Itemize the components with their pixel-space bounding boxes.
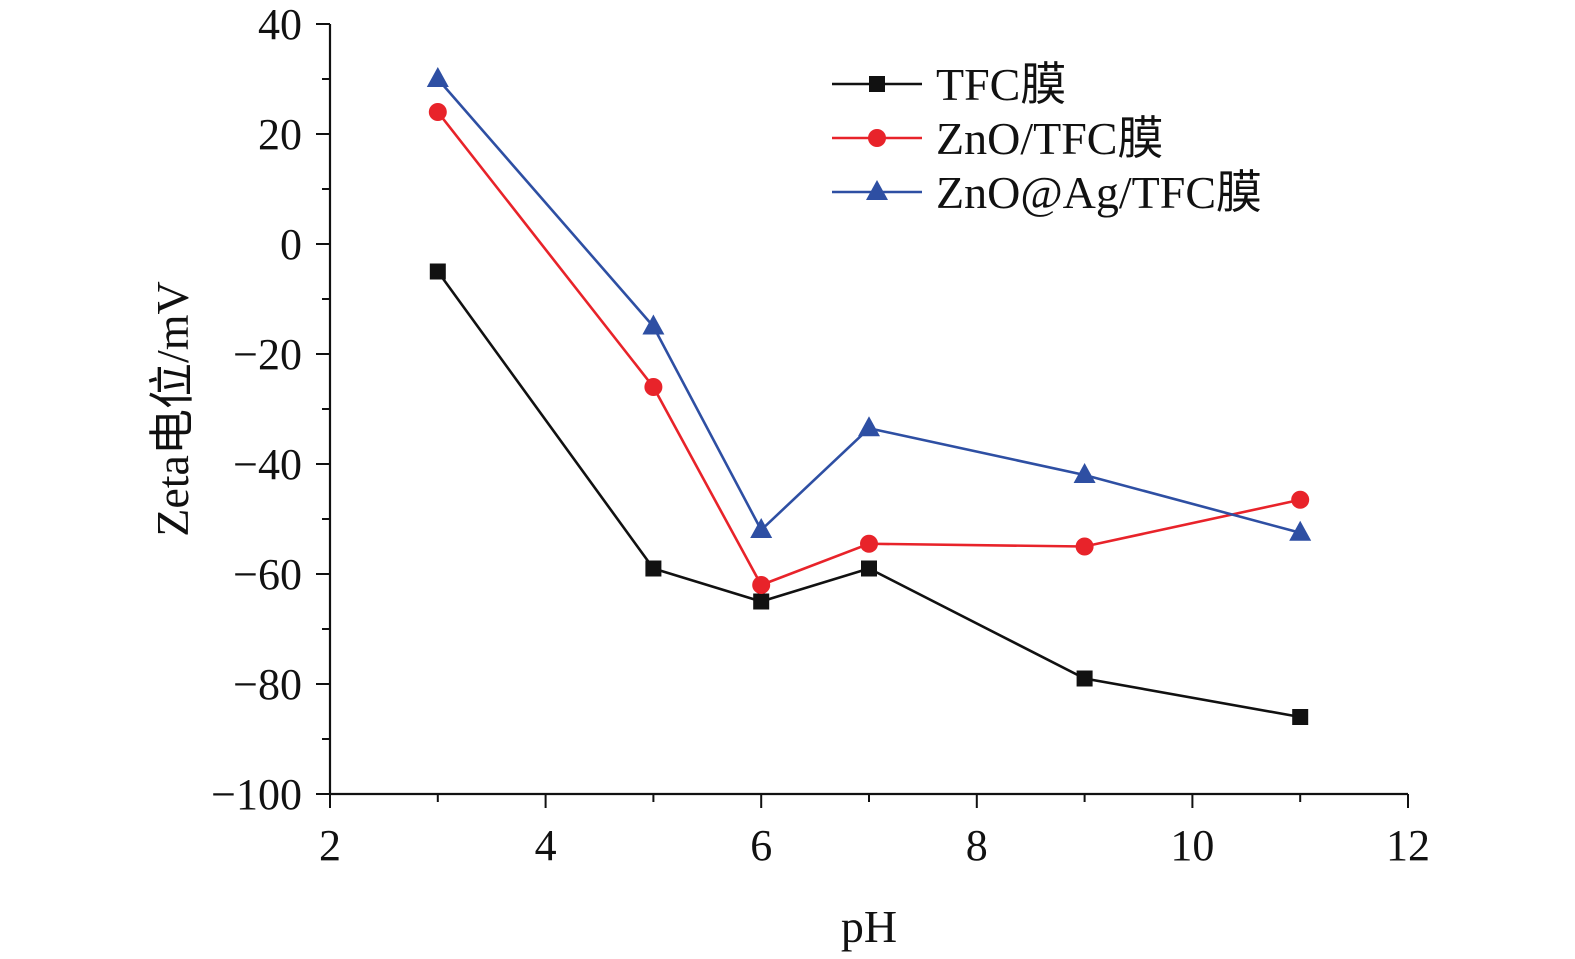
x-tick-label: 12 xyxy=(1386,821,1430,870)
y-tick-label: −80 xyxy=(233,660,302,709)
x-tick-label: 8 xyxy=(966,821,988,870)
data-point xyxy=(428,103,447,121)
x-tick-label: 6 xyxy=(750,821,772,870)
series-2 xyxy=(428,103,1310,594)
data-point xyxy=(858,416,880,437)
data-point xyxy=(1076,670,1093,687)
data-point xyxy=(1289,520,1312,541)
data-point xyxy=(750,518,773,538)
data-point xyxy=(642,314,665,335)
data-point xyxy=(1073,463,1096,483)
y-tick-label: 40 xyxy=(258,0,302,49)
data-point xyxy=(861,560,877,577)
legend-item-3: ZnO@Ag/TFC膜 xyxy=(832,167,1262,218)
legend-swatch-marker xyxy=(868,129,886,147)
data-point xyxy=(860,534,878,553)
legend-item-1: TFC膜 xyxy=(832,59,1066,110)
data-point xyxy=(644,378,663,396)
series-layer xyxy=(426,67,1312,725)
legend-label: TFC膜 xyxy=(936,59,1066,110)
legend-swatch-marker xyxy=(866,180,888,200)
legend-label: ZnO/TFC膜 xyxy=(936,113,1163,164)
data-point xyxy=(1291,490,1310,509)
y-tick-label: −40 xyxy=(233,440,302,489)
data-point xyxy=(426,67,449,87)
y-tick-label: −20 xyxy=(233,330,302,379)
series-3 xyxy=(426,67,1312,541)
series-line xyxy=(436,270,1301,719)
series-line xyxy=(436,111,1301,587)
x-tick-label: 2 xyxy=(319,821,341,870)
x-axis-title: pH xyxy=(841,901,897,952)
data-point xyxy=(752,576,771,594)
data-point xyxy=(429,263,446,280)
legend-item-2: ZnO/TFC膜 xyxy=(832,113,1163,164)
data-point xyxy=(1292,709,1309,725)
y-tick-label: 0 xyxy=(280,220,302,269)
y-tick-label: −60 xyxy=(233,550,302,599)
y-axis-title: Zeta电位/mV xyxy=(147,281,198,537)
axes: −100 −80 −60 −40 −20 0 20 40 2 4 6 8 10 12 xyxy=(211,0,1430,870)
y-tick-label: −100 xyxy=(211,770,302,819)
x-tick-label: 4 xyxy=(535,821,557,870)
legend-swatch-marker xyxy=(869,76,885,92)
x-tick-label: 10 xyxy=(1170,821,1214,870)
data-point xyxy=(753,593,770,610)
series-1 xyxy=(429,263,1309,725)
data-point xyxy=(1075,537,1094,556)
series-line xyxy=(436,78,1301,535)
legend-label: ZnO@Ag/TFC膜 xyxy=(936,167,1262,218)
data-point xyxy=(645,560,662,577)
y-tick-label: 20 xyxy=(258,110,302,159)
